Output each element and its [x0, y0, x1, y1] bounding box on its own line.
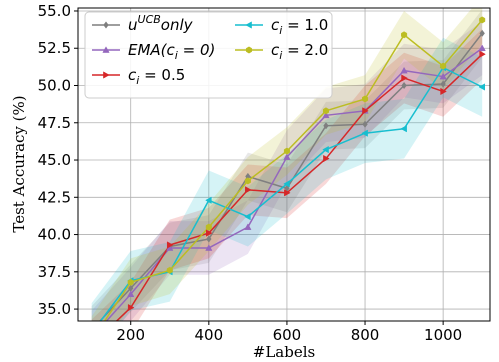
x-tick-label: 200 [116, 326, 145, 344]
data-point [127, 278, 134, 286]
data-point [479, 16, 486, 24]
legend-swatch-marker [245, 21, 252, 29]
confidence-band-3 [91, 37, 483, 321]
data-point [440, 62, 447, 70]
legend-swatch-marker [245, 46, 253, 54]
data-point [245, 186, 252, 194]
legend-entry-3: ci = 1.0 [235, 16, 328, 37]
data-point [322, 107, 330, 115]
legend-label: ci = 1.0 [271, 16, 328, 37]
data-point [283, 153, 291, 160]
data-point [244, 213, 251, 221]
x-axis-label: #Labels [253, 343, 315, 361]
legend-swatch-marker [102, 46, 110, 53]
legend-box [84, 11, 333, 99]
data-point [284, 189, 291, 197]
data-point [166, 241, 174, 249]
data-point [400, 125, 407, 133]
axis-ticks: 200 400 600 800 1000 35.0 37.5 40.0 42.5 45.0 47.5… [38, 2, 463, 344]
data-point [479, 50, 486, 58]
data-point [401, 31, 408, 39]
data-point [127, 290, 135, 297]
legend-swatch-marker [103, 21, 109, 29]
data-point [362, 107, 369, 115]
y-tick-label: 55.0 [38, 2, 71, 20]
data-point [89, 327, 94, 333]
x-tick-label: 800 [351, 326, 380, 344]
data-point [166, 266, 173, 274]
y-axis-label: Test Accuracy (%) [10, 95, 28, 232]
data-point [206, 229, 213, 237]
data-point [322, 145, 329, 154]
data-point [401, 74, 408, 82]
data-point [206, 235, 212, 243]
legend-entry-4: ci = 2.0 [235, 41, 328, 62]
data-point [323, 122, 329, 130]
y-tick-label: 52.5 [38, 39, 71, 57]
confidence-band-1 [91, 21, 483, 321]
legend-entry-0: uUCBonly [92, 13, 194, 34]
legend-label: uUCBonly [128, 13, 194, 34]
legend: uUCBonly EMA(ci = 0) ci = 0.5 ci = 1.0 ci = … [84, 11, 333, 99]
y-tick-label: 40.0 [38, 226, 71, 244]
y-tick-label: 35.0 [38, 300, 71, 318]
data-point [205, 244, 213, 251]
y-tick-label: 50.0 [38, 77, 71, 95]
data-point [440, 80, 446, 88]
data-point [244, 177, 251, 185]
data-point [322, 111, 330, 119]
y-tick-label: 42.5 [38, 188, 71, 206]
data-point [479, 29, 485, 37]
data-point [478, 44, 486, 52]
data-point [88, 330, 94, 336]
data-point [400, 66, 408, 74]
data-point [361, 129, 368, 137]
legend-label: EMA(ci = 0) [128, 41, 215, 62]
data-point [205, 223, 212, 231]
data-point [283, 180, 290, 188]
plot-frame [77, 7, 491, 322]
legend-label: ci = 0.5 [128, 66, 185, 87]
data-point [439, 72, 447, 80]
y-tick-label: 37.5 [38, 263, 71, 281]
data-point [401, 81, 407, 90]
legend-swatch-marker [103, 71, 110, 79]
legend-entry-1: EMA(ci = 0) [92, 41, 215, 62]
series-markers [88, 16, 486, 348]
data-point [89, 337, 95, 343]
data-point [127, 303, 135, 312]
y-tick-label: 45.0 [38, 151, 71, 169]
data-point [283, 147, 290, 155]
data-point [478, 83, 485, 91]
data-point [362, 95, 369, 103]
x-tick-label: 1000 [424, 326, 462, 344]
data-point [89, 342, 95, 348]
data-point [244, 223, 252, 230]
legend-entry-2: ci = 0.5 [92, 66, 185, 87]
data-point [323, 154, 330, 163]
data-point [362, 120, 368, 128]
x-tick-label: 600 [273, 326, 302, 344]
data-point [205, 196, 212, 204]
data-point [88, 334, 94, 340]
x-tick-label: 400 [195, 326, 224, 344]
legend-label: ci = 2.0 [271, 41, 328, 62]
y-tick-label: 47.5 [38, 114, 71, 132]
data-point [440, 87, 447, 96]
